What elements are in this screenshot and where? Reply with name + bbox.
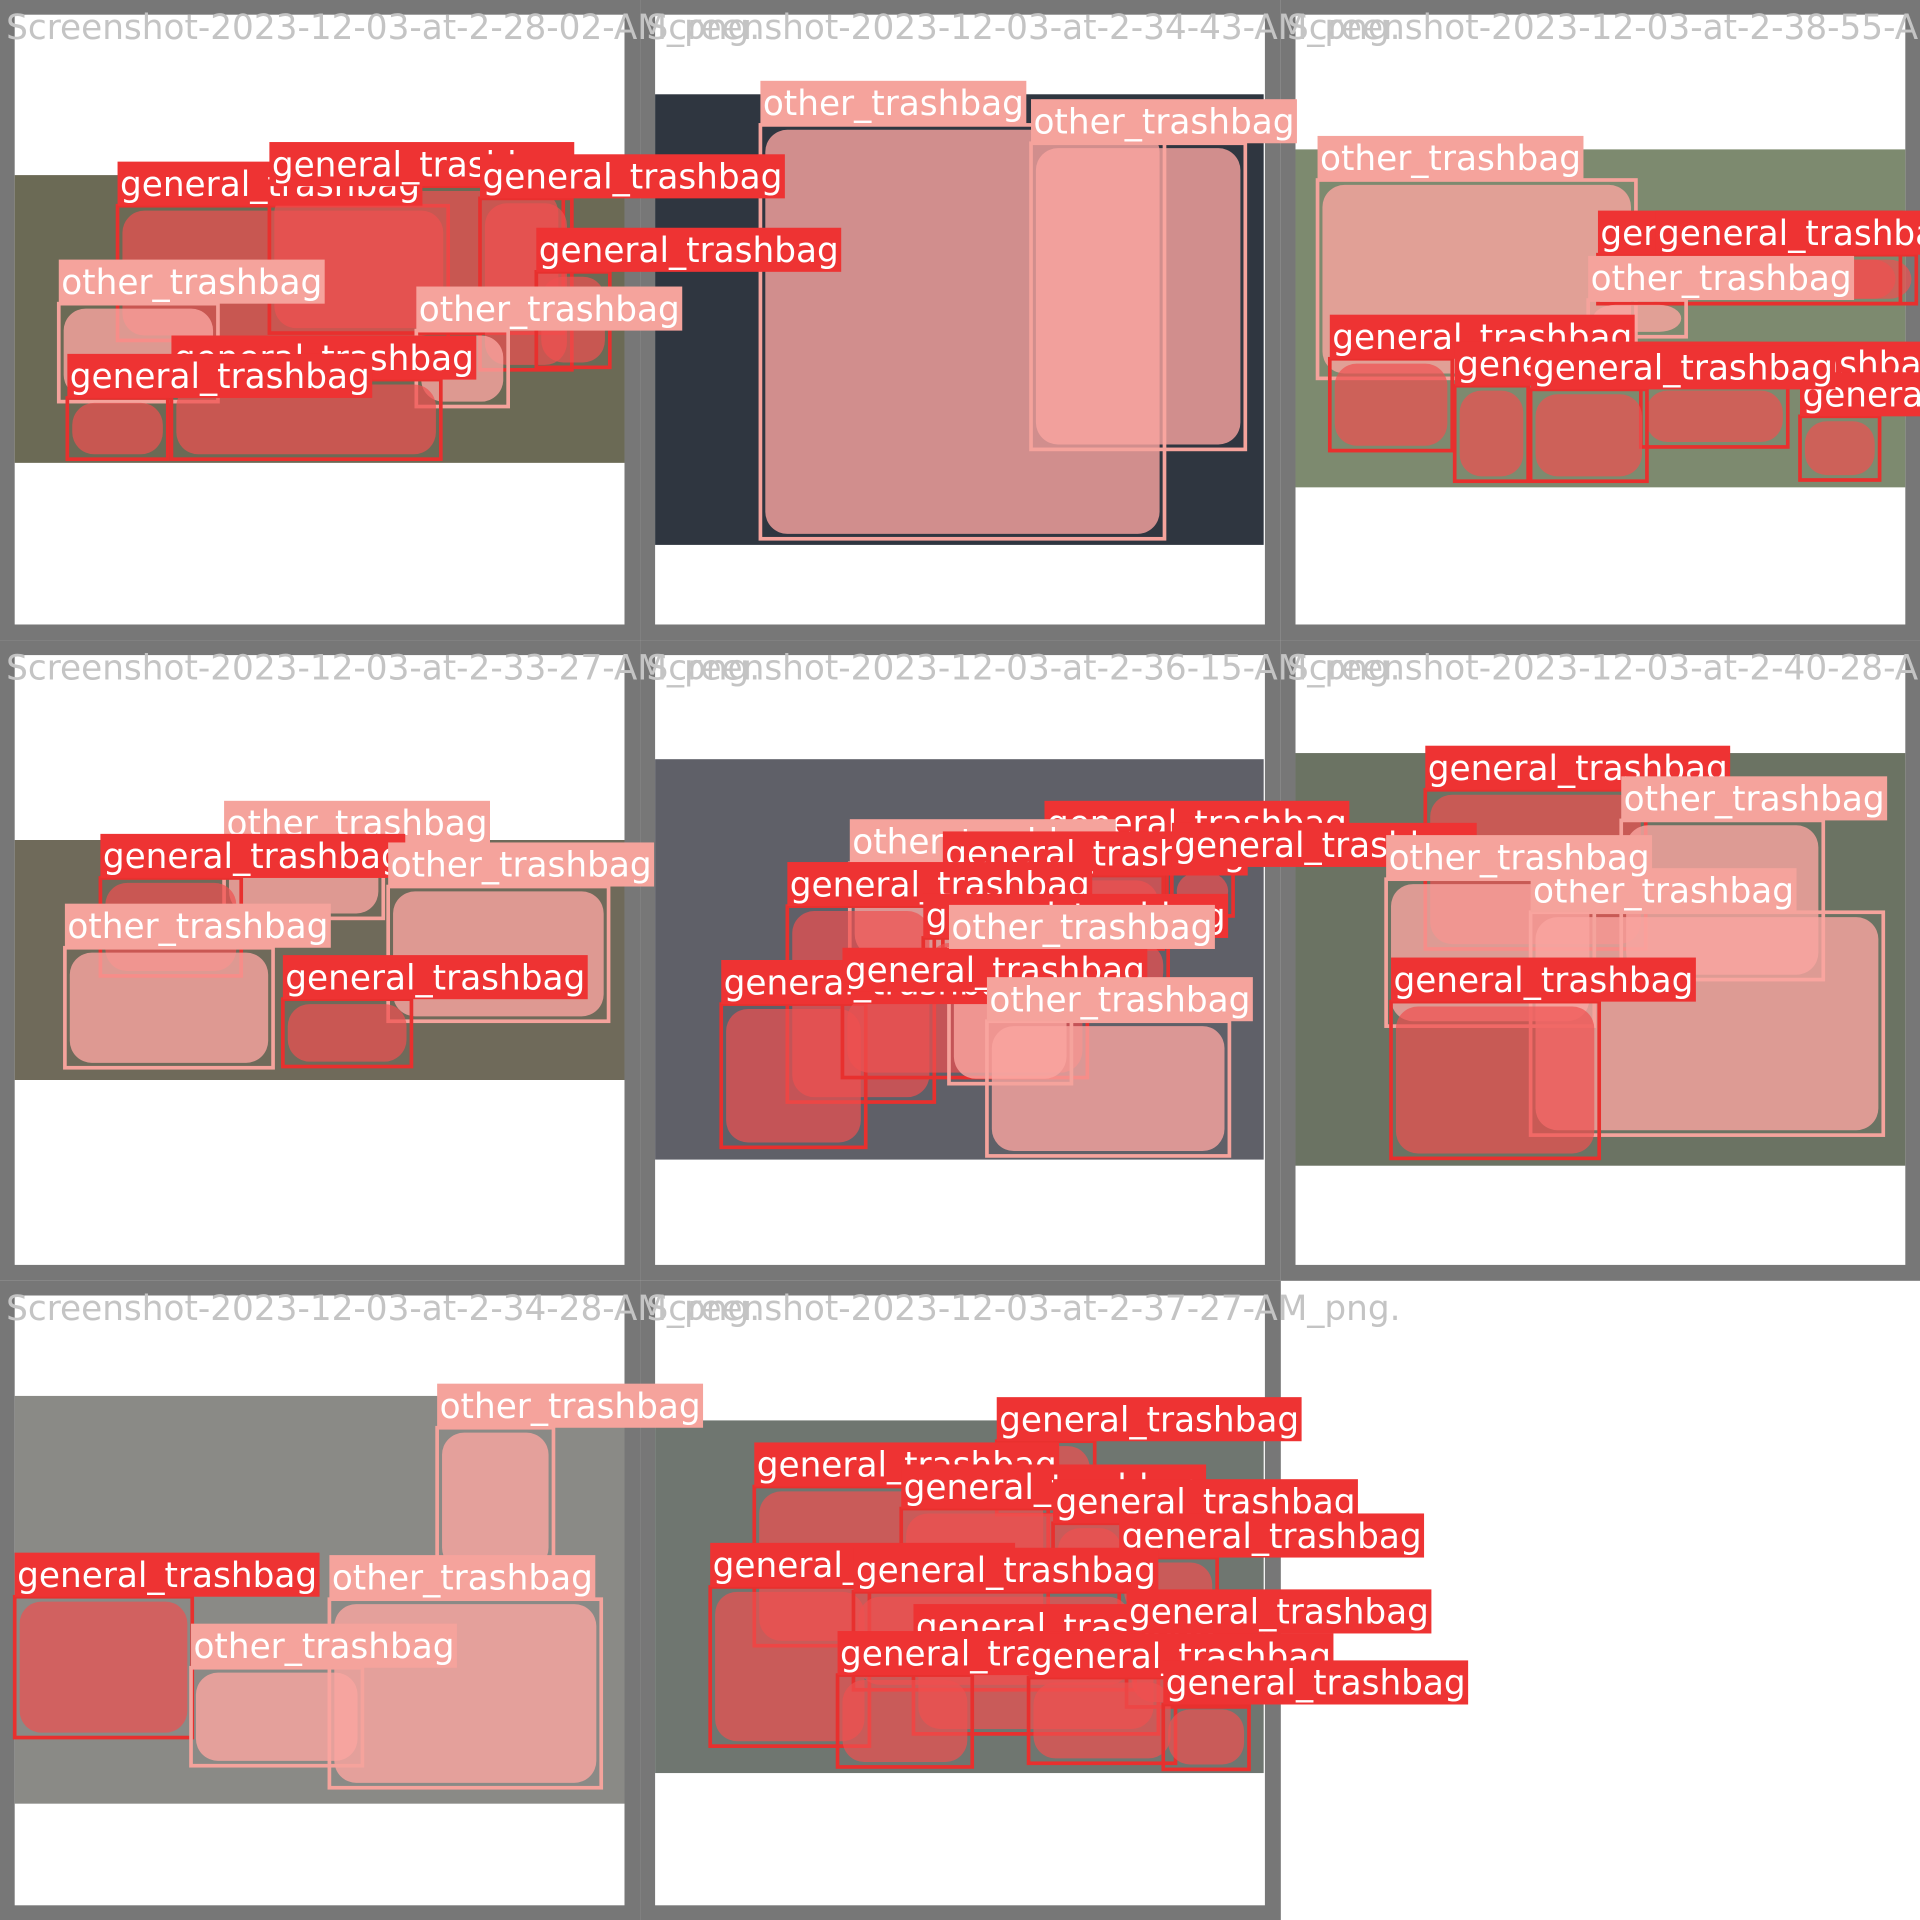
- class-label: other_trashbag: [67, 907, 328, 947]
- mask: [1459, 390, 1524, 477]
- class-label: other_trashbag: [1389, 838, 1650, 878]
- label-background: [1530, 345, 1836, 390]
- mask: [715, 1591, 865, 1742]
- label-background: [14, 1552, 320, 1597]
- class-label: general_trashbag: [482, 158, 782, 198]
- label-background: [1119, 1513, 1425, 1558]
- mask: [195, 1672, 358, 1761]
- label-background: [1621, 776, 1888, 821]
- label-background: [64, 903, 331, 948]
- label-background: [536, 227, 842, 272]
- label-background: [191, 1623, 457, 1668]
- mask: [1395, 1006, 1595, 1154]
- label-background: [67, 353, 373, 398]
- class-label: general_trashbag: [999, 1400, 1299, 1440]
- class-label: general_trashbag: [285, 958, 585, 998]
- image-title: Screenshot-2023-12-03-at-2-37-27-AM_png.: [647, 1289, 1401, 1329]
- class-label: other_trashbag: [332, 1558, 593, 1598]
- mask: [176, 384, 436, 455]
- label-background: [388, 842, 655, 887]
- label-background: [1391, 957, 1696, 1002]
- class-label: other_trashbag: [1591, 259, 1852, 299]
- class-label: general_trashbag: [539, 231, 839, 271]
- mask: [72, 402, 163, 455]
- class-label: general_trashbag: [1658, 214, 1920, 254]
- class-label: general_trashbag: [1129, 1593, 1429, 1633]
- class-label: other_trashbag: [440, 1387, 701, 1427]
- label-background: [480, 154, 785, 199]
- mask: [1033, 1682, 1171, 1759]
- class-label: other_trashbag: [1320, 139, 1581, 179]
- label-background: [1163, 1660, 1469, 1705]
- class-label: other_trashbag: [951, 908, 1212, 948]
- mask: [19, 1601, 188, 1733]
- label-background: [1588, 255, 1855, 300]
- label-background: [948, 904, 1215, 949]
- mask: [1334, 363, 1448, 446]
- image-title: Screenshot-2023-12-03-at-2-34-28-AM_png.: [6, 1289, 760, 1329]
- mask: [442, 1432, 549, 1570]
- label-background: [282, 955, 588, 1000]
- label-background: [853, 1547, 1159, 1592]
- label-background: [1317, 135, 1584, 180]
- mask: [842, 1680, 968, 1763]
- image-title: Screenshot-2023-12-03-at-2-36-15-AM_png.: [647, 649, 1401, 689]
- class-label: other_trashbag: [419, 290, 680, 330]
- label-background: [416, 286, 683, 331]
- mask: [69, 952, 269, 1063]
- label-background: [437, 1383, 704, 1428]
- mask: [1535, 394, 1643, 477]
- label-background: [986, 977, 1253, 1022]
- class-label: other_trashbag: [391, 846, 652, 886]
- mask: [1804, 421, 1875, 476]
- image-title: Screenshot-2023-12-03-at-2-28-02-AM_png.: [6, 8, 760, 48]
- class-label: other_trashbag: [193, 1627, 454, 1667]
- image-title: Screenshot-2023-12-03-at-2-34-43-AM_png.: [647, 8, 1401, 48]
- class-label: general_trashbag: [1122, 1517, 1422, 1557]
- mask: [726, 1008, 861, 1143]
- class-label: general_trashbag: [1166, 1664, 1466, 1704]
- class-label: general_trashbag: [1393, 961, 1693, 1001]
- class-label: other_trashbag: [1033, 102, 1294, 142]
- class-label: general_trashbag: [103, 837, 403, 877]
- class-label: other_trashbag: [989, 980, 1250, 1020]
- class-label: general_trashbag: [1533, 349, 1833, 389]
- class-label: other_trashbag: [61, 263, 322, 303]
- label-background: [100, 833, 406, 878]
- label-background: [1386, 835, 1653, 880]
- label-background: [996, 1397, 1302, 1442]
- mask: [287, 1004, 407, 1062]
- class-label: other_trashbag: [1624, 780, 1885, 820]
- class-label: other_trashbag: [763, 84, 1024, 124]
- class-label: general_trashbag: [70, 357, 370, 397]
- class-label: general_trashbag: [17, 1556, 317, 1596]
- image-title: Screenshot-2023-12-03-at-2-40-28-AM_png.: [1287, 649, 1920, 689]
- mask: [1168, 1709, 1245, 1765]
- mask: [1645, 390, 1783, 443]
- class-label: general_trashbag: [856, 1551, 1156, 1591]
- label-background: [760, 80, 1027, 125]
- mask: [1035, 148, 1241, 445]
- image-title: Screenshot-2023-12-03-at-2-38-55-AM_png.: [1287, 8, 1920, 48]
- label-background: [1655, 210, 1920, 255]
- image-title: Screenshot-2023-12-03-at-2-33-27-AM_png.: [6, 649, 760, 689]
- label-background: [58, 259, 325, 304]
- label-background: [329, 1555, 596, 1600]
- label-background: [1126, 1589, 1432, 1634]
- label-background: [1031, 99, 1297, 144]
